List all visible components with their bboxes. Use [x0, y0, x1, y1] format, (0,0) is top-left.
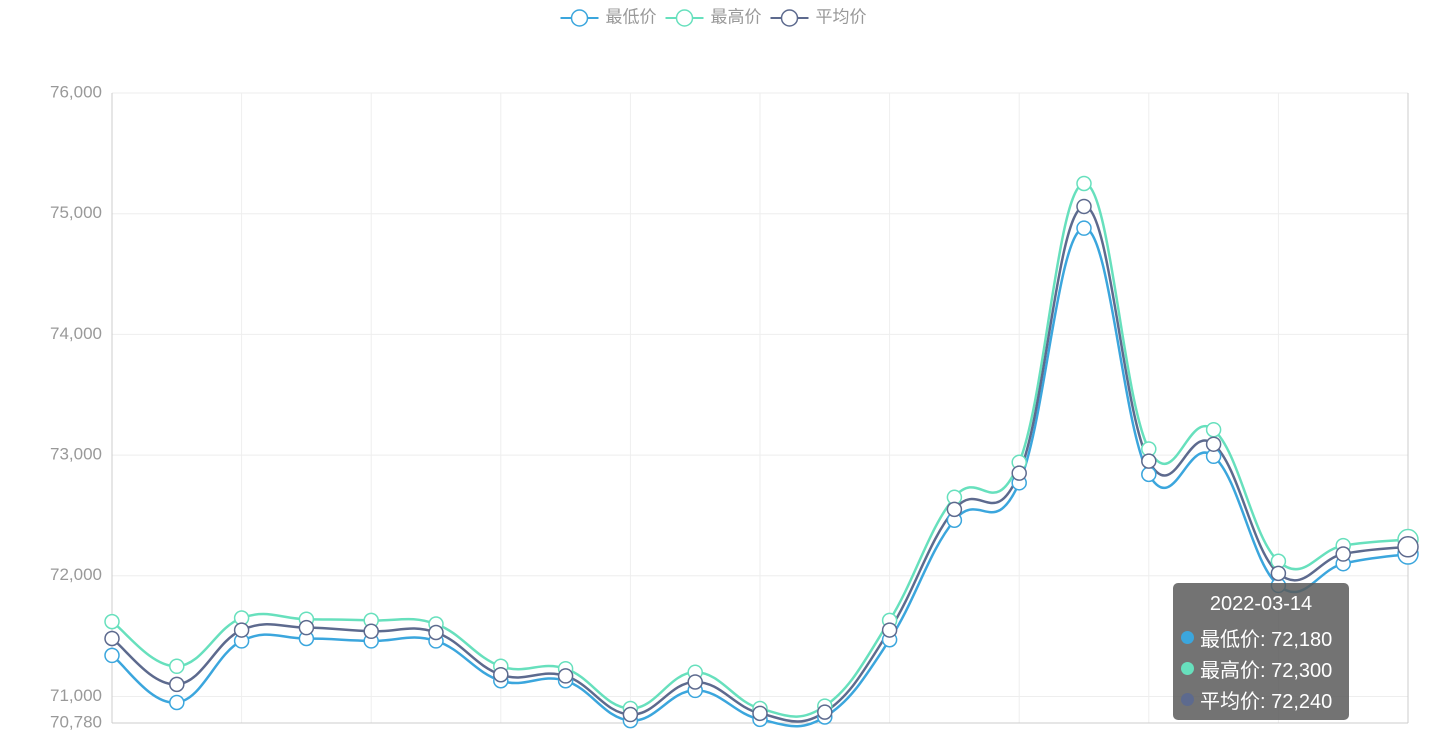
legend-label: 最高价	[711, 7, 762, 26]
point	[233, 622, 250, 638]
point	[1141, 466, 1157, 483]
legend-icon	[780, 9, 799, 27]
y-tick-label: 75,000	[50, 203, 102, 222]
y-tick-label: 74,000	[50, 324, 102, 343]
point	[1205, 421, 1222, 438]
point	[1270, 565, 1287, 582]
y-tick-label: 76,000	[50, 82, 102, 101]
point	[1076, 198, 1092, 215]
point	[687, 674, 703, 690]
point	[169, 694, 185, 711]
point	[104, 630, 120, 647]
point	[428, 624, 444, 641]
point	[817, 704, 833, 720]
tooltip-row: 最高价: 72,300	[1181, 653, 1349, 684]
point	[493, 666, 509, 683]
point	[363, 623, 379, 640]
tooltip-row: 平均价: 72,240	[1181, 684, 1349, 715]
y-tick-label: 73,000	[50, 445, 102, 464]
series-line	[111, 205, 1409, 723]
point	[104, 613, 120, 630]
point	[752, 705, 768, 722]
legend-icon	[570, 9, 589, 27]
point	[104, 647, 120, 664]
tooltip-marker	[1181, 662, 1194, 675]
legend-label: 最低价	[606, 7, 657, 26]
point	[1335, 546, 1351, 562]
tooltip: 2022-03-14 最低价: 72,180 最高价: 72,300 平均价: 72…	[1173, 583, 1349, 720]
y-tick-label: 71,000	[50, 686, 102, 705]
y-tick-label: 72,000	[50, 565, 102, 584]
legend-label: 平均价	[816, 7, 867, 26]
tooltip-title: 2022-03-14	[1209, 593, 1313, 615]
series-line	[111, 182, 1409, 718]
point	[622, 706, 639, 723]
point	[557, 668, 574, 684]
tooltip-text: 最高价: 72,300	[1200, 660, 1333, 682]
series-line	[111, 226, 1409, 728]
point	[298, 619, 315, 636]
point	[1076, 220, 1092, 236]
point	[1205, 436, 1222, 452]
tooltip-row: 最低价: 72,180	[1181, 622, 1349, 653]
point	[1141, 453, 1157, 469]
y-tick-label: 70,780	[50, 712, 102, 731]
point	[169, 658, 185, 675]
tooltip-text: 平均价: 72,240	[1200, 691, 1333, 713]
legend-icon	[675, 9, 694, 27]
tooltip-text: 最低价: 72,180	[1200, 629, 1333, 651]
point	[1011, 465, 1027, 481]
point	[946, 501, 963, 518]
tooltip-marker	[1181, 693, 1194, 706]
point	[169, 676, 185, 693]
point	[881, 622, 898, 638]
point	[1397, 536, 1419, 558]
point	[1076, 175, 1092, 192]
tooltip-marker	[1181, 631, 1194, 644]
